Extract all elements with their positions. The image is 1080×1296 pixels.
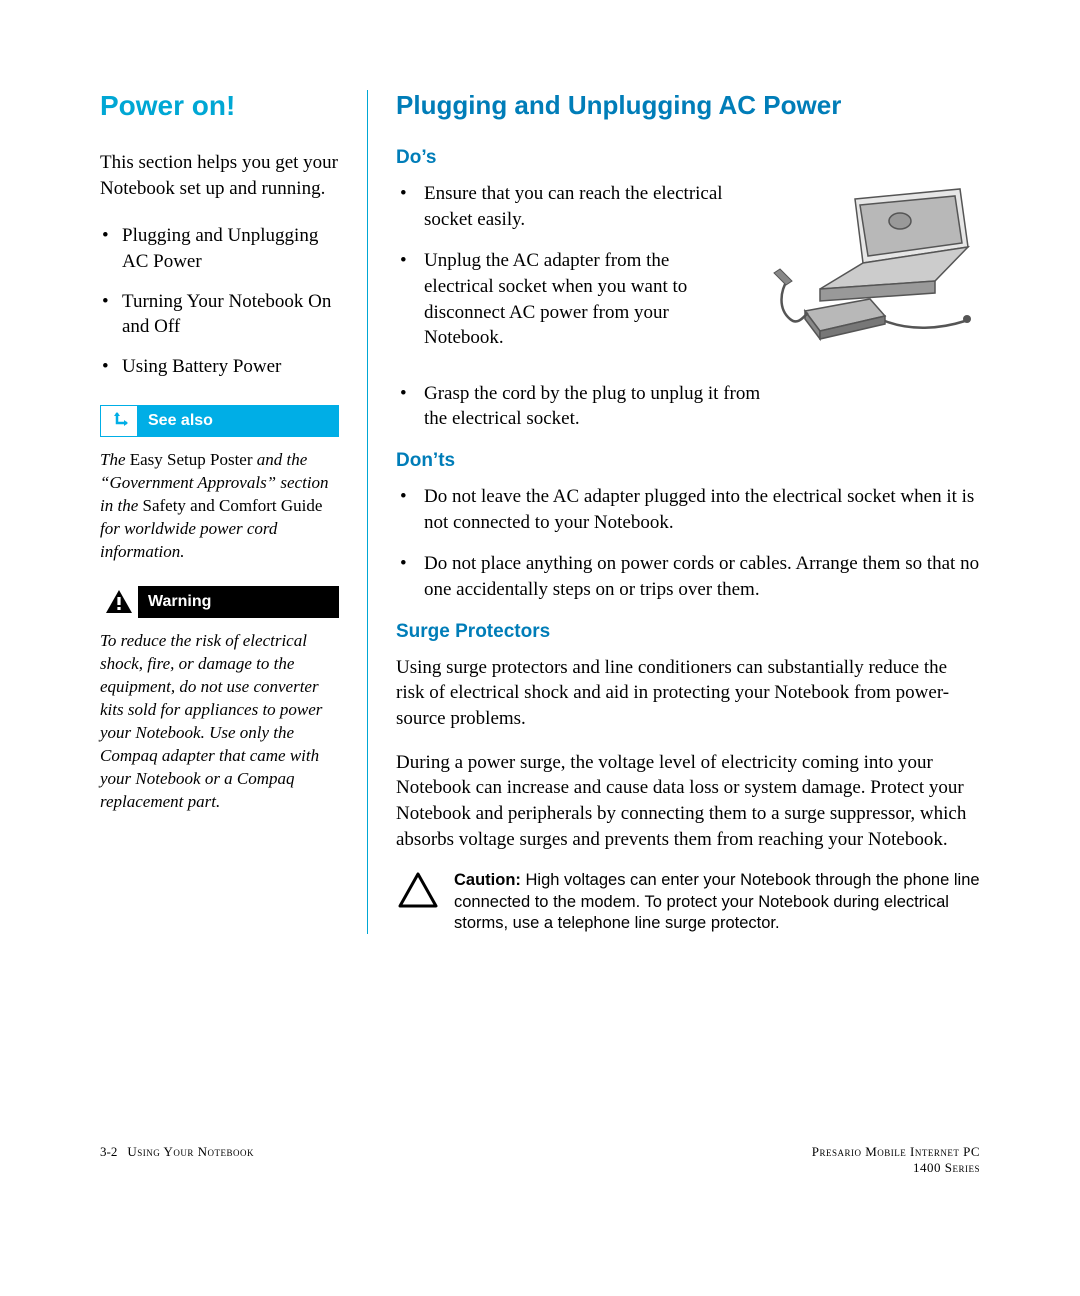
seealso-frag: Safety and Comfort Guide	[143, 496, 323, 515]
dos-item: Grasp the cord by the plug to unplug it …	[396, 381, 781, 432]
footer-product-series: 1400 Series	[812, 1160, 980, 1176]
caution-triangle-icon	[396, 870, 440, 915]
sidebar-intro: This section helps you get your Notebook…	[100, 150, 339, 201]
caution-block: Caution: High voltages can enter your No…	[396, 870, 980, 934]
footer-page-number: 3-2	[100, 1144, 117, 1176]
dos-list-full: Grasp the cord by the plug to unplug it …	[396, 381, 781, 432]
surge-para: During a power surge, the voltage level …	[396, 750, 980, 853]
seealso-frag: The	[100, 450, 130, 469]
footer-product-name: Presario Mobile Internet PC	[812, 1144, 980, 1160]
caution-body: High voltages can enter your Notebook th…	[454, 871, 980, 932]
sidebar-topic-item: Plugging and Unplugging AC Power	[100, 223, 339, 274]
seealso-frag: for worldwide power cord information.	[100, 519, 277, 561]
seealso-icon	[100, 405, 138, 437]
sidebar-topic-list: Plugging and Unplugging AC Power Turning…	[100, 223, 339, 379]
dos-heading: Do’s	[396, 147, 980, 169]
surge-heading: Surge Protectors	[396, 621, 980, 643]
warning-text: To reduce the risk of electrical shock, …	[100, 630, 339, 814]
donts-item: Do not place anything on power cords or …	[396, 551, 980, 602]
dos-list: Ensure that you can reach the electrical…	[396, 181, 742, 351]
seealso-bar: See also	[100, 405, 339, 437]
warning-icon	[100, 586, 138, 618]
sidebar-topic-item: Using Battery Power	[100, 354, 339, 380]
dos-item: Unplug the AC adapter from the electrica…	[396, 248, 742, 351]
seealso-frag: Easy Setup Poster	[130, 450, 253, 469]
laptop-illustration	[760, 181, 980, 351]
dos-item: Ensure that you can reach the electrical…	[396, 181, 742, 232]
caution-text: Caution: High voltages can enter your No…	[454, 870, 980, 934]
main-heading: Plugging and Unplugging AC Power	[396, 90, 980, 121]
main-column: Plugging and Unplugging AC Power Do’s En…	[368, 90, 980, 934]
donts-item: Do not leave the AC adapter plugged into…	[396, 484, 980, 535]
sidebar-topic-item: Turning Your Notebook On and Off	[100, 289, 339, 340]
donts-heading: Don’ts	[396, 450, 980, 472]
page-footer: 3-2 Using Your Notebook Presario Mobile …	[100, 1144, 980, 1176]
caution-label: Caution:	[454, 871, 521, 889]
sidebar-title: Power on!	[100, 90, 339, 122]
seealso-text: The Easy Setup Poster and the “Governmen…	[100, 449, 339, 564]
warning-bar: Warning	[100, 586, 339, 618]
warning-label: Warning	[138, 586, 339, 618]
seealso-label: See also	[138, 405, 339, 437]
footer-section-label: Using Your Notebook	[127, 1144, 254, 1176]
donts-list: Do not leave the AC adapter plugged into…	[396, 484, 980, 603]
sidebar-column: Power on! This section helps you get you…	[100, 90, 368, 934]
surge-para: Using surge protectors and line conditio…	[396, 655, 980, 732]
